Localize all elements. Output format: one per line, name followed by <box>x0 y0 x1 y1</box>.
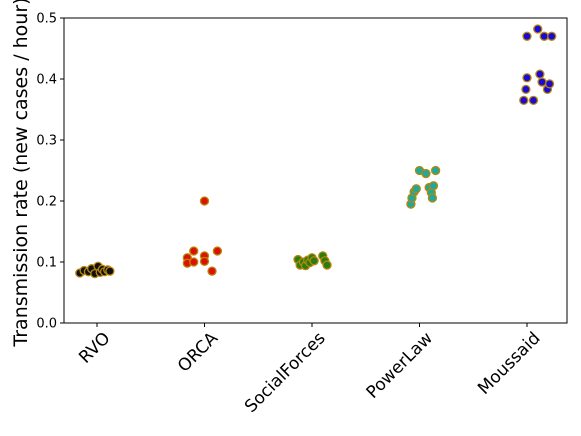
data-point <box>411 184 421 194</box>
data-point <box>427 193 438 203</box>
x-tick-label: SocialForces <box>241 328 330 417</box>
y-tick-label: 0.0 <box>36 317 57 332</box>
data-point <box>528 95 539 105</box>
series-orca <box>182 196 223 276</box>
plot-frame <box>63 17 568 324</box>
data-point <box>544 79 555 89</box>
data-point <box>309 256 319 266</box>
data-point <box>428 181 439 191</box>
data-point <box>522 31 532 41</box>
y-tick-label: 0.3 <box>36 134 57 149</box>
data-point <box>189 257 199 267</box>
series-moussaid <box>519 24 557 105</box>
series-powerlaw <box>406 165 441 209</box>
plot-area <box>75 24 557 279</box>
data-point <box>322 260 332 270</box>
data-point <box>535 69 545 79</box>
data-point <box>421 168 431 179</box>
data-point <box>519 95 529 105</box>
data-point <box>207 266 217 276</box>
data-point <box>212 246 223 256</box>
series-rvo <box>75 261 115 279</box>
data-point <box>521 84 531 95</box>
data-point <box>105 266 115 276</box>
y-tick-label: 0.2 <box>36 195 57 210</box>
data-point <box>199 256 210 267</box>
data-point <box>533 24 543 34</box>
data-point <box>199 196 210 206</box>
y-tick-label: 0.5 <box>36 12 57 27</box>
y-tick-label: 0.4 <box>36 73 57 88</box>
data-point <box>189 246 199 256</box>
x-tick-label: RVO <box>75 328 114 367</box>
data-point <box>522 73 532 83</box>
data-point <box>547 31 557 41</box>
data-point <box>430 165 441 176</box>
data-point <box>537 77 547 87</box>
x-tick-label: ORCA <box>174 328 222 376</box>
y-tick-label: 0.1 <box>36 256 57 271</box>
x-tick-label: PowerLaw <box>363 328 437 402</box>
axes: 0.0 0.1 0.2 0.3 0.4 0.5 RVO ORCA SocialForces Pow… <box>36 12 568 417</box>
y-axis-label: Transmission rate (new cases / hour) <box>10 0 32 348</box>
data-point <box>539 31 549 41</box>
series-socialforces <box>293 251 332 271</box>
x-tick-label: Moussaid <box>474 328 544 398</box>
